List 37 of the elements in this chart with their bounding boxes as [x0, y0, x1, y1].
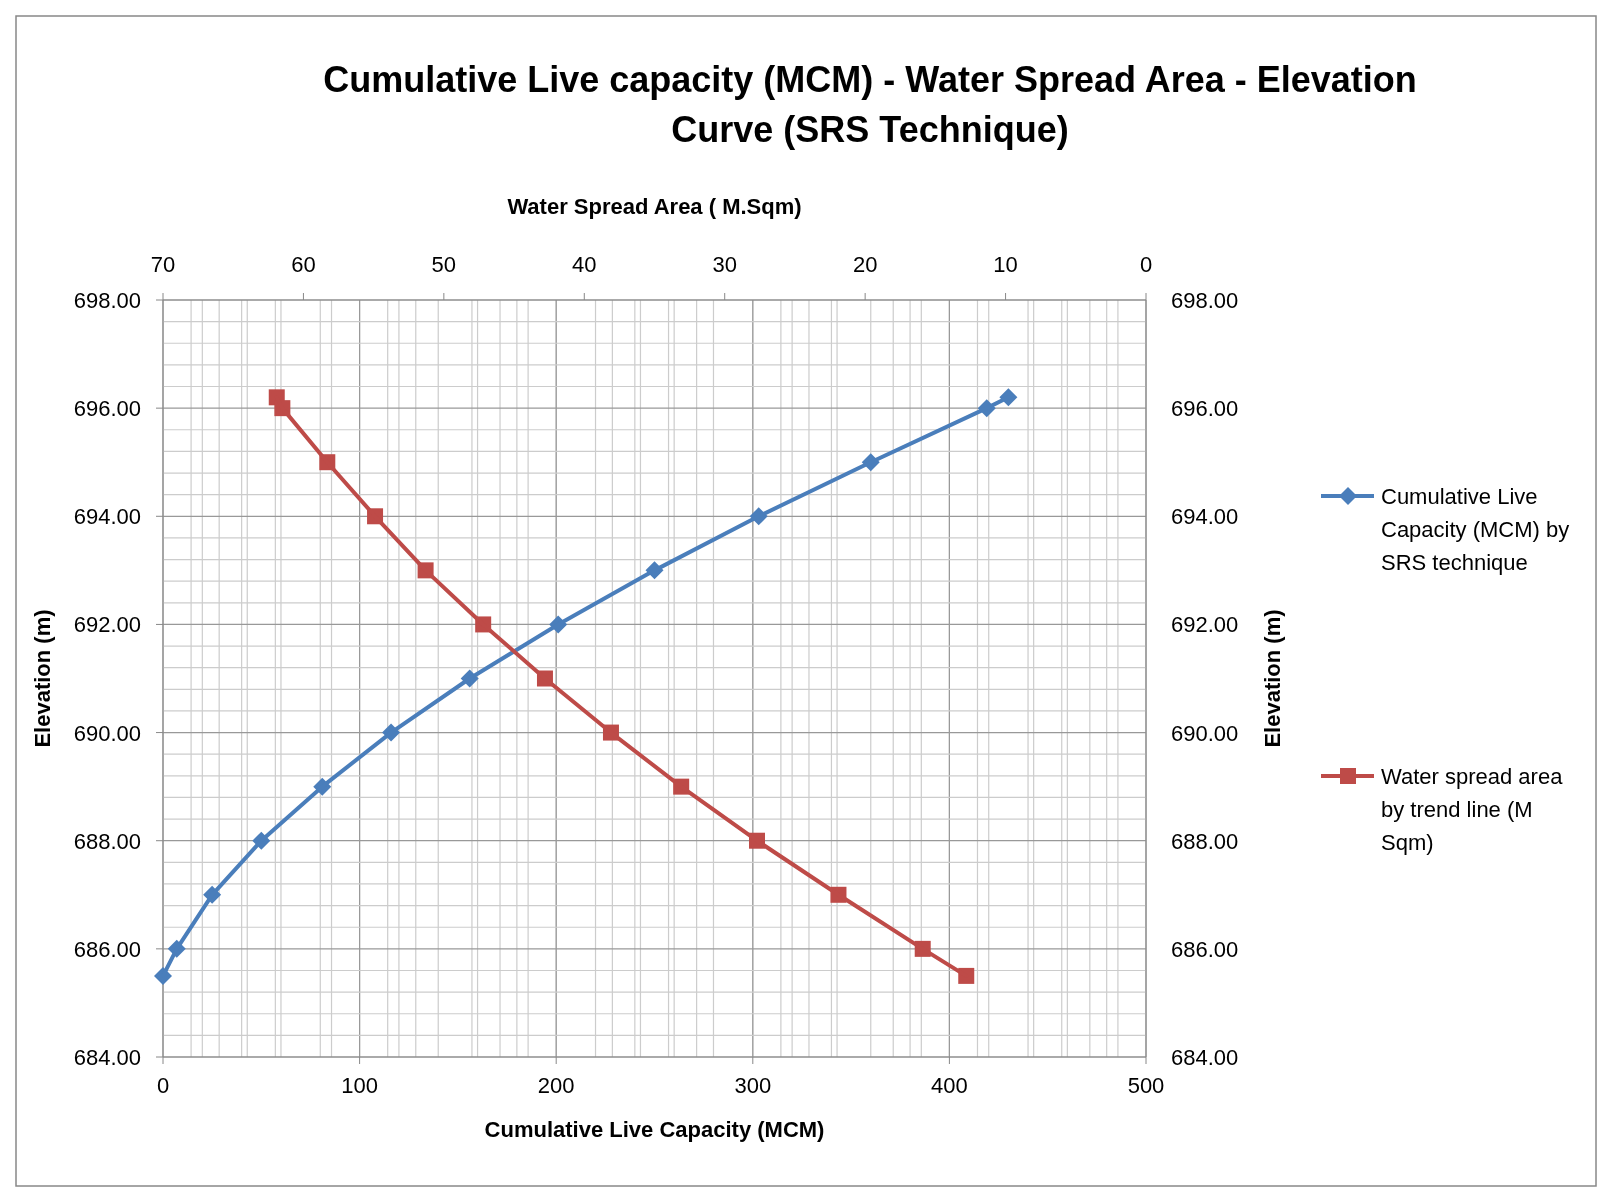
legend-label: Cumulative Live Capacity (MCM) by SRS technique [1381, 484, 1570, 575]
y2-tick-label: 698.00 [1171, 288, 1239, 313]
x2-tick-label: 40 [572, 252, 597, 277]
y-tick-label: 694.00 [73, 504, 141, 530]
x-tick-label: 500 [1127, 1073, 1165, 1098]
x-tick-label: 400 [931, 1073, 968, 1098]
x-tick-label: 200 [537, 1073, 575, 1098]
x2-tick-label: 20 [852, 252, 878, 277]
y-tick-label: 690.00 [73, 720, 141, 746]
x-tick-label: 100 [341, 1073, 378, 1098]
y2-tick-label: 696.00 [1171, 396, 1239, 422]
y-tick-label: 692.00 [73, 612, 141, 638]
y2-tick-label: 684.00 [1171, 1045, 1239, 1070]
x2-axis-title: Water Spread Area ( M.Sqm) [507, 194, 802, 219]
y-tick-label: 684.00 [73, 1045, 141, 1070]
y-tick-label: 696.00 [73, 396, 141, 422]
x2-tick-label: 50 [431, 252, 457, 277]
legend-label: Water spread area by trend line (M Sqm) [1381, 764, 1564, 855]
y2-tick-label: 692.00 [1171, 612, 1239, 638]
x2-tick-label: 70 [150, 252, 176, 277]
y2-tick-label: 688.00 [1171, 828, 1239, 854]
y2-axis-title: Elevation (m) [1260, 609, 1285, 748]
chart-title: Cumulative Live capacity (MCM) - Water Spread Area - Elevation Curve (SRS Technique) [323, 59, 1417, 150]
x2-tick-label: 30 [712, 252, 737, 277]
y-tick-label: 698.00 [73, 288, 141, 313]
y2-tick-label: 694.00 [1171, 504, 1239, 530]
x2-tick-label: 0 [1139, 252, 1153, 277]
y-tick-label: 686.00 [73, 936, 141, 962]
y-tick-label: 688.00 [73, 828, 141, 854]
x-tick-label: 300 [734, 1073, 772, 1098]
x2-tick-label: 60 [291, 252, 316, 277]
y2-tick-label: 690.00 [1171, 720, 1239, 746]
x2-tick-label: 10 [993, 252, 1018, 277]
y-axis-title: Elevation (m) [30, 609, 55, 748]
x-tick-label: 0 [156, 1073, 170, 1098]
x-axis-title: Cumulative Live Capacity (MCM) [484, 1117, 825, 1142]
y2-tick-label: 686.00 [1171, 936, 1239, 962]
